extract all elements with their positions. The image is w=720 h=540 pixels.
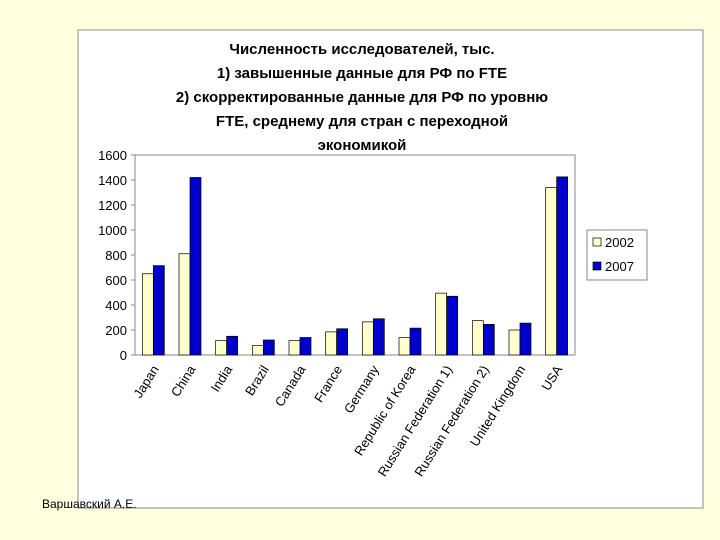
- y-tick-label: 1000: [98, 223, 127, 238]
- bar: [446, 295, 459, 356]
- legend-label: 2002: [605, 235, 634, 250]
- bar: [361, 321, 374, 356]
- chart-title: 1) завышенные данные для РФ по FTE: [217, 65, 507, 82]
- bar: [288, 340, 301, 356]
- chart-title: Численность исследователей, тыс.: [229, 41, 494, 58]
- legend-swatch: [592, 261, 602, 271]
- bar: [409, 327, 422, 356]
- bar: [372, 318, 385, 356]
- chart-title: FTE, среднему для стран с переходной: [216, 113, 508, 130]
- y-tick-label: 1600: [98, 148, 127, 163]
- bar: [519, 322, 532, 356]
- bar: [141, 273, 154, 356]
- bar: [325, 331, 338, 356]
- bar: [482, 324, 495, 356]
- bar: [435, 292, 448, 356]
- y-tick-label: 200: [105, 323, 127, 338]
- bar: [262, 339, 275, 356]
- bar: [226, 335, 239, 356]
- bar: [178, 253, 191, 356]
- bar: [251, 345, 264, 356]
- footer: Варшавский А.Е.: [42, 497, 137, 511]
- plot-area: [134, 154, 576, 356]
- bar: [336, 328, 349, 356]
- y-tick-label: 800: [105, 248, 127, 263]
- bar: [299, 337, 312, 356]
- legend-swatch: [592, 237, 602, 247]
- bar: [508, 329, 521, 356]
- bar: [556, 176, 569, 356]
- bar: [398, 337, 411, 356]
- y-tick-label: 0: [120, 348, 127, 363]
- y-tick-label: 1200: [98, 198, 127, 213]
- bar: [189, 177, 202, 356]
- y-tick-label: 1400: [98, 173, 127, 188]
- bar: [545, 187, 558, 356]
- y-tick-label: 400: [105, 298, 127, 313]
- legend-label: 2007: [605, 259, 634, 274]
- bar: [471, 320, 484, 356]
- y-tick-label: 600: [105, 273, 127, 288]
- bar: [152, 265, 165, 356]
- bar: [215, 340, 228, 356]
- chart-title: экономикой: [318, 137, 407, 154]
- chart-title: 2) скорректированные данные для РФ по ур…: [176, 89, 548, 106]
